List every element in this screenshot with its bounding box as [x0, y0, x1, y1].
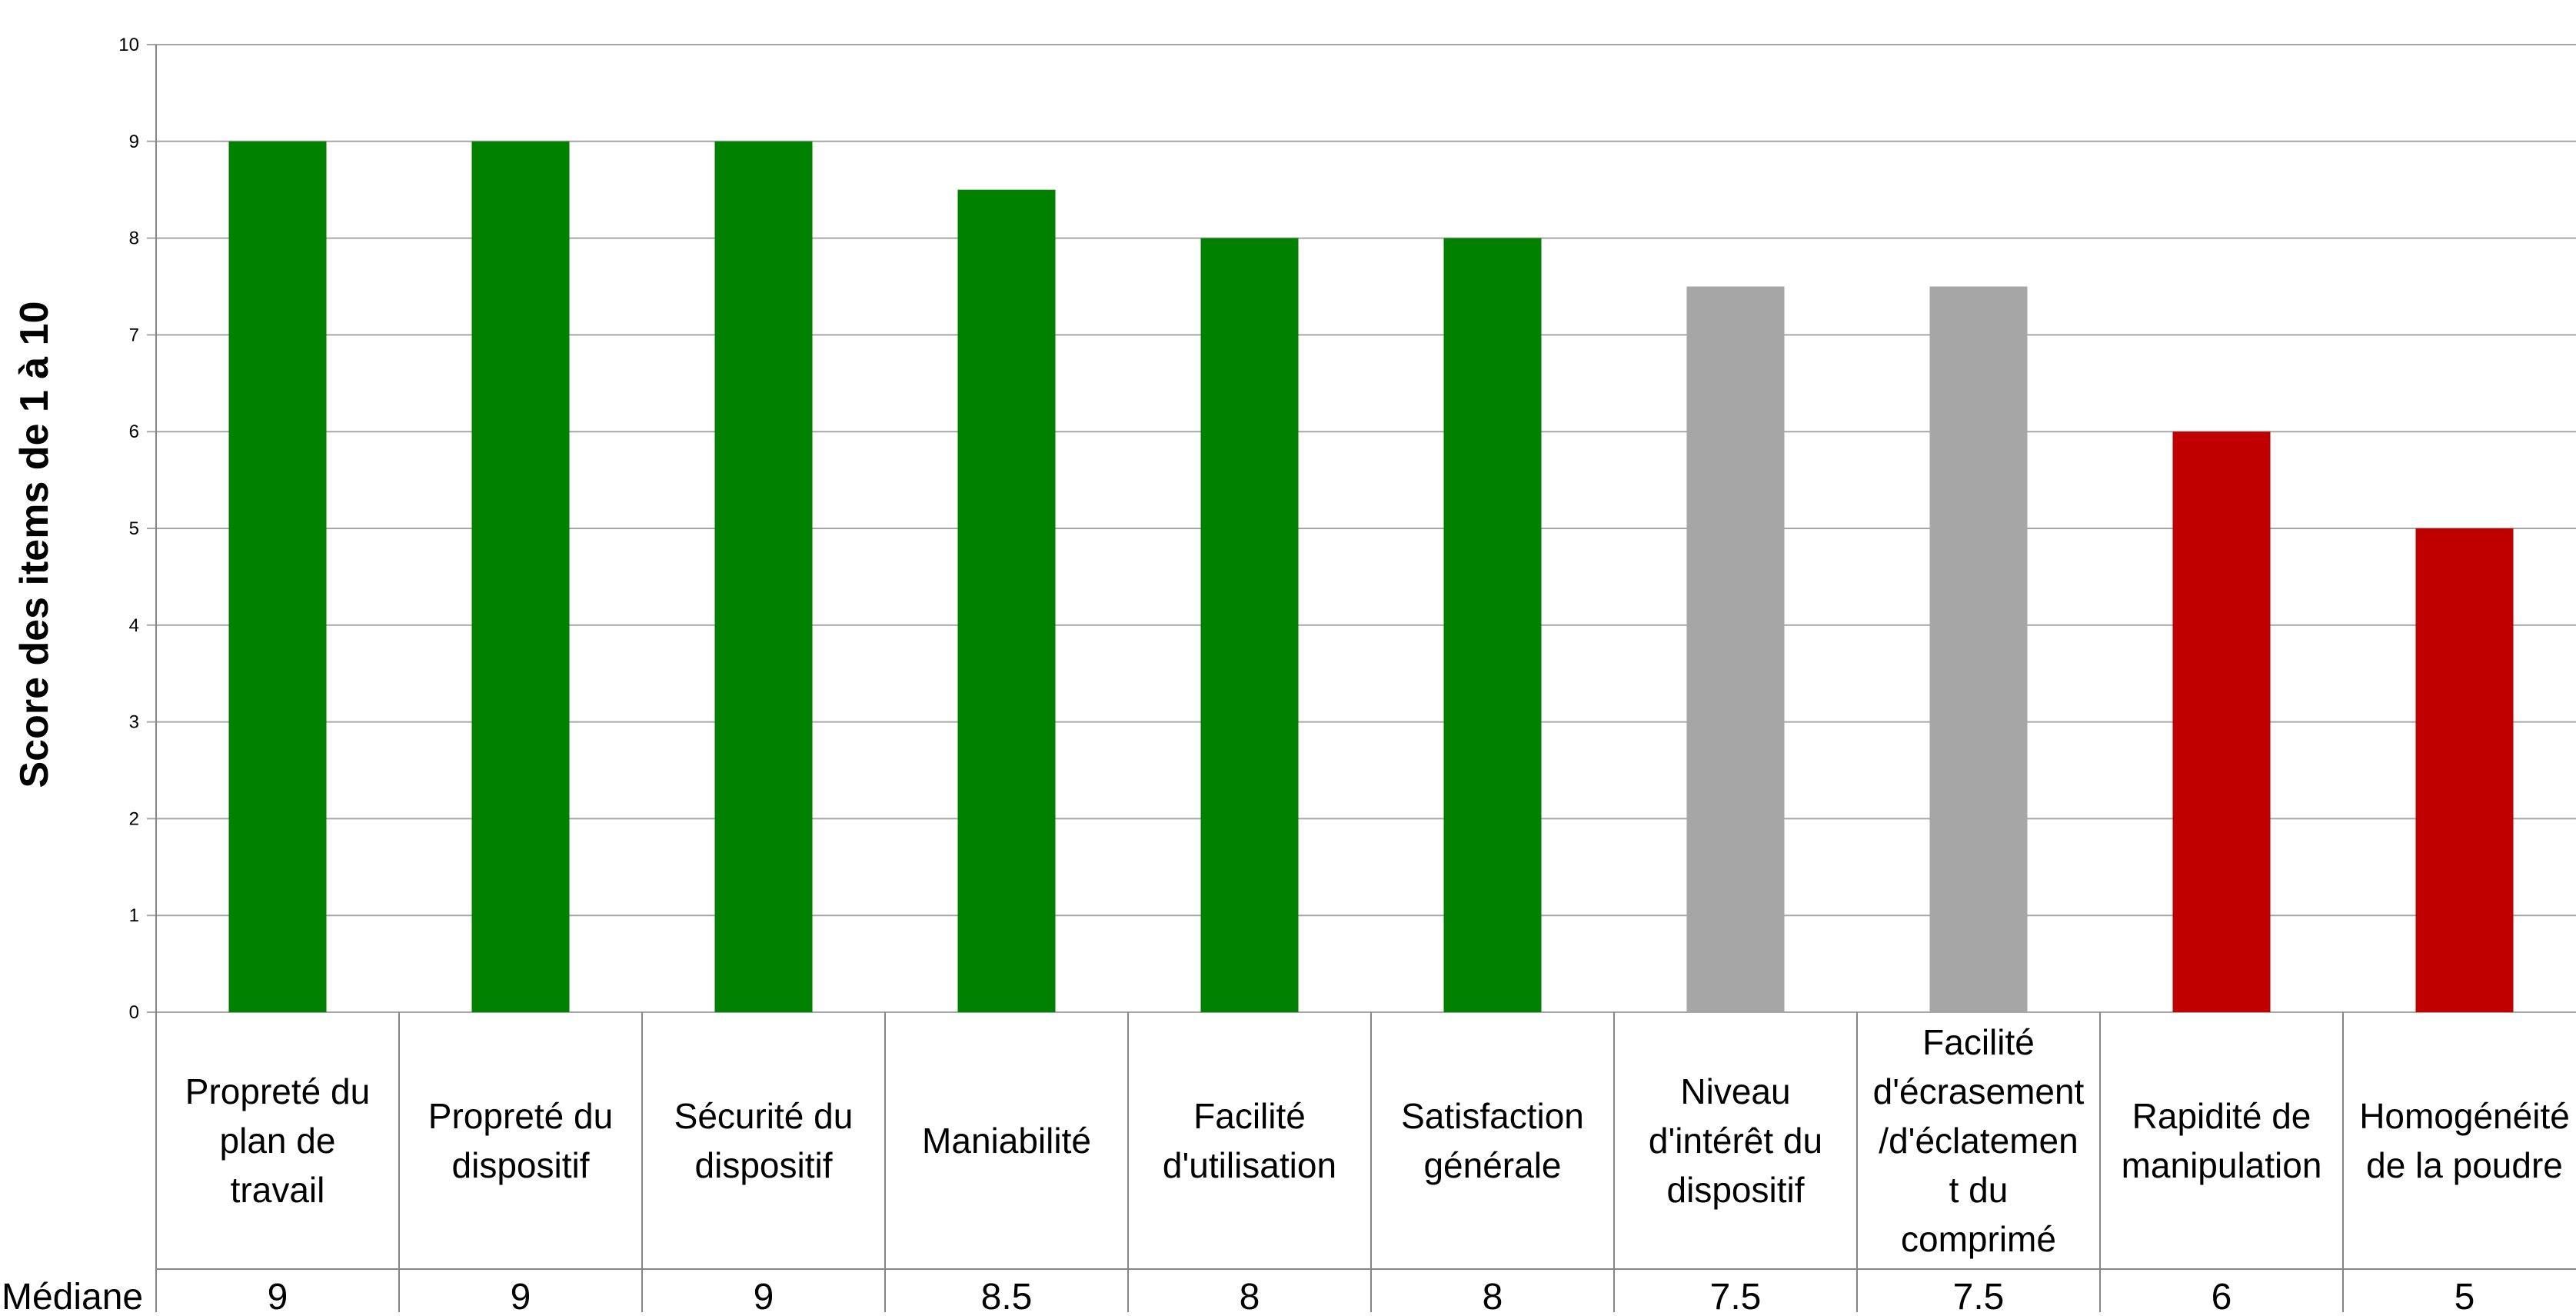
category-label: Propreté du	[185, 1071, 370, 1111]
bar	[471, 141, 570, 1012]
category-label: plan de	[220, 1121, 336, 1161]
category-label: Rapidité de	[2132, 1096, 2311, 1136]
category-label: Maniabilité	[922, 1121, 1091, 1161]
y-tick-label: 4	[129, 615, 139, 636]
category-label: t du	[1949, 1170, 2009, 1210]
y-tick-label: 7	[129, 325, 139, 345]
y-tick-label: 2	[129, 808, 139, 829]
median-value: 8	[1483, 1277, 1503, 1312]
category-label: travail	[231, 1170, 325, 1210]
median-row-label: Médiane	[2, 1277, 143, 1312]
bar	[2172, 431, 2271, 1012]
median-value: 9	[754, 1277, 774, 1312]
bar	[1443, 238, 1542, 1013]
category-label: Satisfaction	[1401, 1096, 1584, 1136]
median-value: 8.5	[981, 1277, 1033, 1312]
bar	[1686, 286, 1785, 1012]
category-label: Homogénéité	[2359, 1096, 2570, 1136]
category-label: d'intérêt du	[1649, 1121, 1822, 1161]
bar	[957, 189, 1056, 1013]
y-tick-label: 5	[129, 518, 139, 539]
category-label: /d'éclatemen	[1879, 1121, 2078, 1161]
category-label: dispositif	[452, 1145, 590, 1185]
median-value: 9	[511, 1277, 531, 1312]
y-tick-label: 6	[129, 421, 139, 442]
category-label: comprimé	[1901, 1219, 2056, 1259]
bar	[714, 141, 813, 1012]
category-label: Propreté du	[428, 1096, 613, 1136]
median-value: 7.5	[1710, 1277, 1762, 1312]
y-tick-labels: 0 1 2 3 4 5 6 7 8 9 10	[118, 35, 139, 1023]
bar	[2415, 528, 2514, 1012]
median-value: 9	[268, 1277, 288, 1312]
category-label: Facilité	[1193, 1096, 1306, 1136]
category-label: d'écrasement	[1873, 1071, 2085, 1111]
median-value: 5	[2455, 1277, 2475, 1312]
category-label: générale	[1423, 1145, 1561, 1185]
median-value: 6	[2212, 1277, 2232, 1312]
median-value: 8	[1240, 1277, 1260, 1312]
category-label: d'utilisation	[1163, 1145, 1336, 1185]
median-value: 7.5	[1953, 1277, 2005, 1312]
y-tick-label: 3	[129, 712, 139, 733]
category-label: manipulation	[2122, 1145, 2322, 1185]
y-tick-label: 0	[129, 1002, 139, 1023]
y-tick-label: 8	[129, 228, 139, 249]
bar	[228, 141, 327, 1012]
y-tick-label: 9	[129, 132, 139, 152]
bar	[1200, 238, 1299, 1013]
category-label: de la poudre	[2366, 1145, 2563, 1185]
y-axis-title: Score des items de 1 à 10	[12, 301, 57, 788]
bars	[228, 141, 2514, 1013]
y-tick-label: 1	[129, 905, 139, 926]
category-label: Facilité	[1922, 1022, 2035, 1062]
category-label: dispositif	[695, 1145, 833, 1185]
data-table: Propreté du plan de travail Propreté du disp…	[2, 1012, 2576, 1316]
category-label: Niveau	[1680, 1071, 1790, 1111]
category-label: Sécurité du	[674, 1096, 854, 1136]
category-label: dispositif	[1667, 1170, 1805, 1210]
bar	[1929, 286, 2028, 1012]
y-tick-label: 10	[118, 35, 139, 55]
